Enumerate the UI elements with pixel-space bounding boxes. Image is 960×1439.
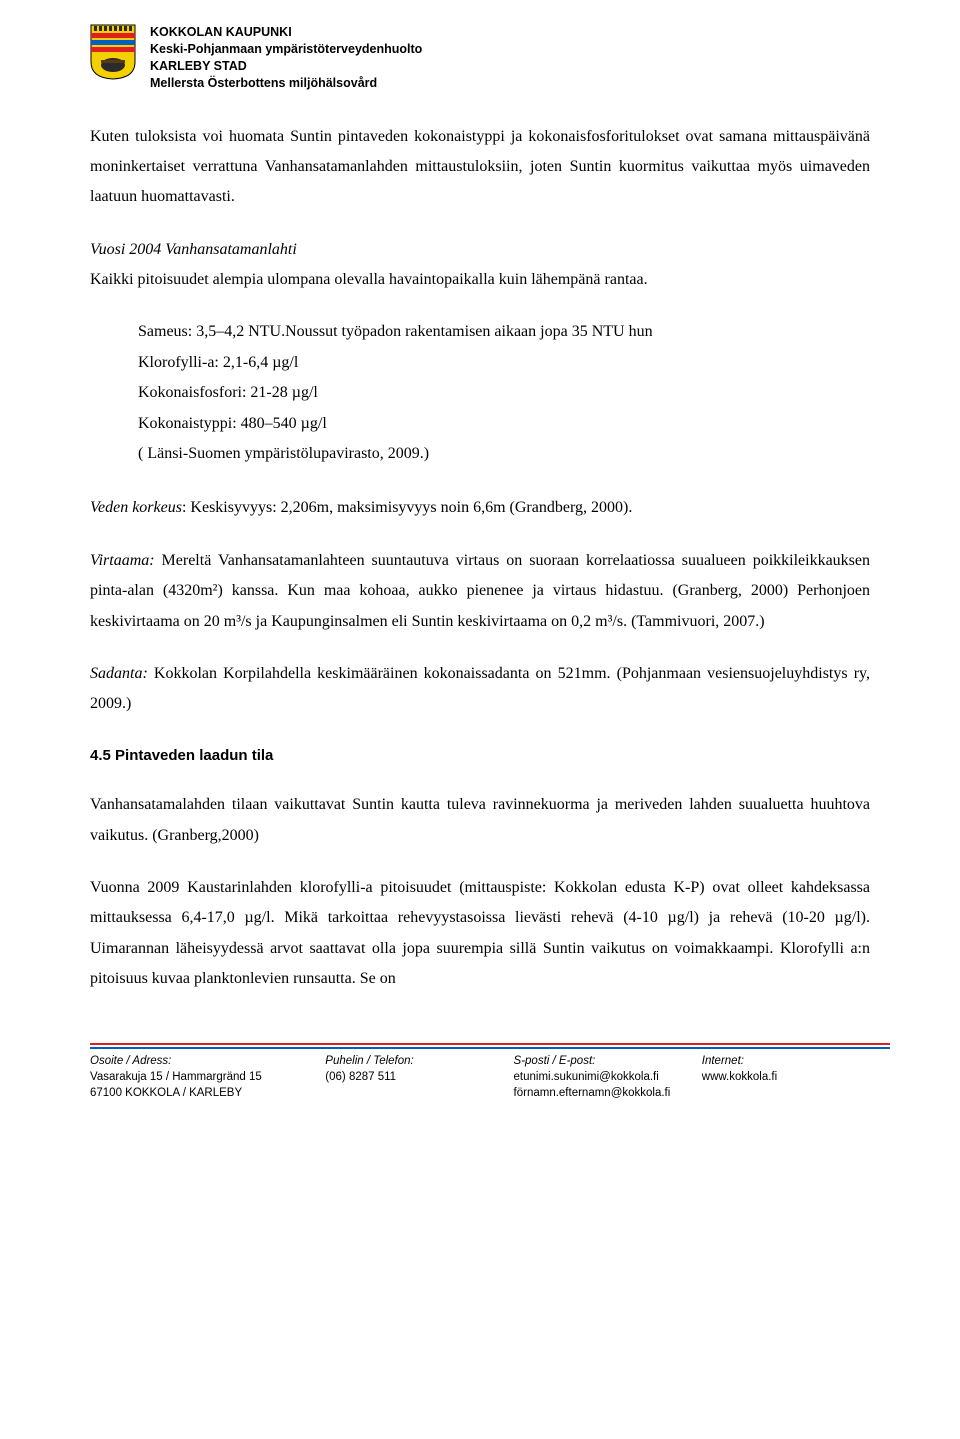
footer-address-line-2: 67100 KOKKOLA / KARLEBY bbox=[90, 1085, 325, 1101]
measurement-kokonaisfosfori: Kokonaisfosfori: 21-28 µg/l bbox=[138, 378, 870, 408]
header-line-4: Mellersta Österbottens miljöhälsovård bbox=[150, 75, 422, 92]
virtaama-text: Mereltä Vanhansatamanlahteen suuntautuva… bbox=[90, 552, 870, 630]
footer-bar-top bbox=[90, 1043, 890, 1045]
footer-divider-icon bbox=[90, 1043, 890, 1049]
veden-korkeus-text: : Keskisyvyys: 2,206m, maksimisyvyys noi… bbox=[182, 499, 632, 516]
city-crest-icon bbox=[90, 24, 136, 85]
vuosi-2004-text: Kaikki pitoisuudet alempia ulompana olev… bbox=[90, 271, 648, 288]
header-text-block: KOKKOLAN KAUPUNKI Keski-Pohjanmaan ympär… bbox=[150, 24, 422, 92]
footer-phone-heading: Puhelin / Telefon: bbox=[325, 1053, 513, 1069]
footer-address-heading: Osoite / Adress: bbox=[90, 1053, 325, 1069]
paragraph-7: Vuonna 2009 Kaustarinlahden klorofylli-a… bbox=[90, 873, 870, 995]
footer-col-internet: Internet: www.kokkola.fi bbox=[702, 1053, 890, 1101]
measurement-kokonaistyppi: Kokonaistyppi: 480–540 µg/l bbox=[138, 409, 870, 439]
header-line-2: Keski-Pohjanmaan ympäristöterveydenhuolt… bbox=[150, 41, 422, 58]
measurement-source: ( Länsi-Suomen ympäristölupavirasto, 200… bbox=[138, 439, 870, 469]
footer-col-address: Osoite / Adress: Vasarakuja 15 / Hammarg… bbox=[90, 1053, 325, 1101]
footer-col-phone: Puhelin / Telefon: (06) 8287 511 bbox=[325, 1053, 513, 1101]
footer-internet-heading: Internet: bbox=[702, 1053, 890, 1069]
virtaama-label: Virtaama: bbox=[90, 552, 155, 569]
paragraph-intro: Kuten tuloksista voi huomata Suntin pint… bbox=[90, 122, 870, 213]
footer-address-line-1: Vasarakuja 15 / Hammargränd 15 bbox=[90, 1069, 325, 1085]
paragraph-6: Vanhansatamalahden tilaan vaikuttavat Su… bbox=[90, 790, 870, 851]
footer-email-1: etunimi.sukunimi@kokkola.fi bbox=[514, 1069, 702, 1085]
sadanta-text: Kokkolan Korpilahdella keskimääräinen ko… bbox=[90, 665, 870, 712]
footer-email-heading: S-posti / E-post: bbox=[514, 1053, 702, 1069]
header-line-3: KARLEBY STAD bbox=[150, 58, 422, 75]
paragraph-virtaama: Virtaama: Mereltä Vanhansatamanlahteen s… bbox=[90, 546, 870, 637]
footer-email-2: förnamn.efternamn@kokkola.fi bbox=[514, 1085, 702, 1101]
page-header: KOKKOLAN KAUPUNKI Keski-Pohjanmaan ympär… bbox=[90, 24, 870, 92]
header-line-1: KOKKOLAN KAUPUNKI bbox=[150, 24, 422, 41]
footer-internet-url: www.kokkola.fi bbox=[702, 1069, 890, 1085]
footer-bar-bottom bbox=[90, 1047, 890, 1049]
footer-col-email: S-posti / E-post: etunimi.sukunimi@kokko… bbox=[514, 1053, 702, 1101]
vuosi-2004-label: Vuosi 2004 Vanhansatamanlahti bbox=[90, 241, 297, 258]
veden-korkeus-label: Veden korkeus bbox=[90, 499, 182, 516]
sadanta-label: Sadanta: bbox=[90, 665, 148, 682]
paragraph-veden-korkeus: Veden korkeus: Keskisyvyys: 2,206m, maks… bbox=[90, 493, 870, 523]
page-footer: Osoite / Adress: Vasarakuja 15 / Hammarg… bbox=[0, 1043, 960, 1101]
measurement-sameus: Sameus: 3,5–4,2 NTU.Noussut työpadon rak… bbox=[138, 317, 870, 347]
measurement-klorofylli: Klorofylli-a: 2,1-6,4 µg/l bbox=[138, 348, 870, 378]
paragraph-vuosi-2004: Vuosi 2004 Vanhansatamanlahti Kaikki pit… bbox=[90, 235, 870, 296]
measurement-list: Sameus: 3,5–4,2 NTU.Noussut työpadon rak… bbox=[138, 317, 870, 469]
document-body: Kuten tuloksista voi huomata Suntin pint… bbox=[90, 122, 870, 995]
section-heading-4-5: 4.5 Pintaveden laadun tila bbox=[90, 742, 870, 771]
paragraph-sadanta: Sadanta: Kokkolan Korpilahdella keskimää… bbox=[90, 659, 870, 720]
footer-phone-number: (06) 8287 511 bbox=[325, 1069, 513, 1085]
